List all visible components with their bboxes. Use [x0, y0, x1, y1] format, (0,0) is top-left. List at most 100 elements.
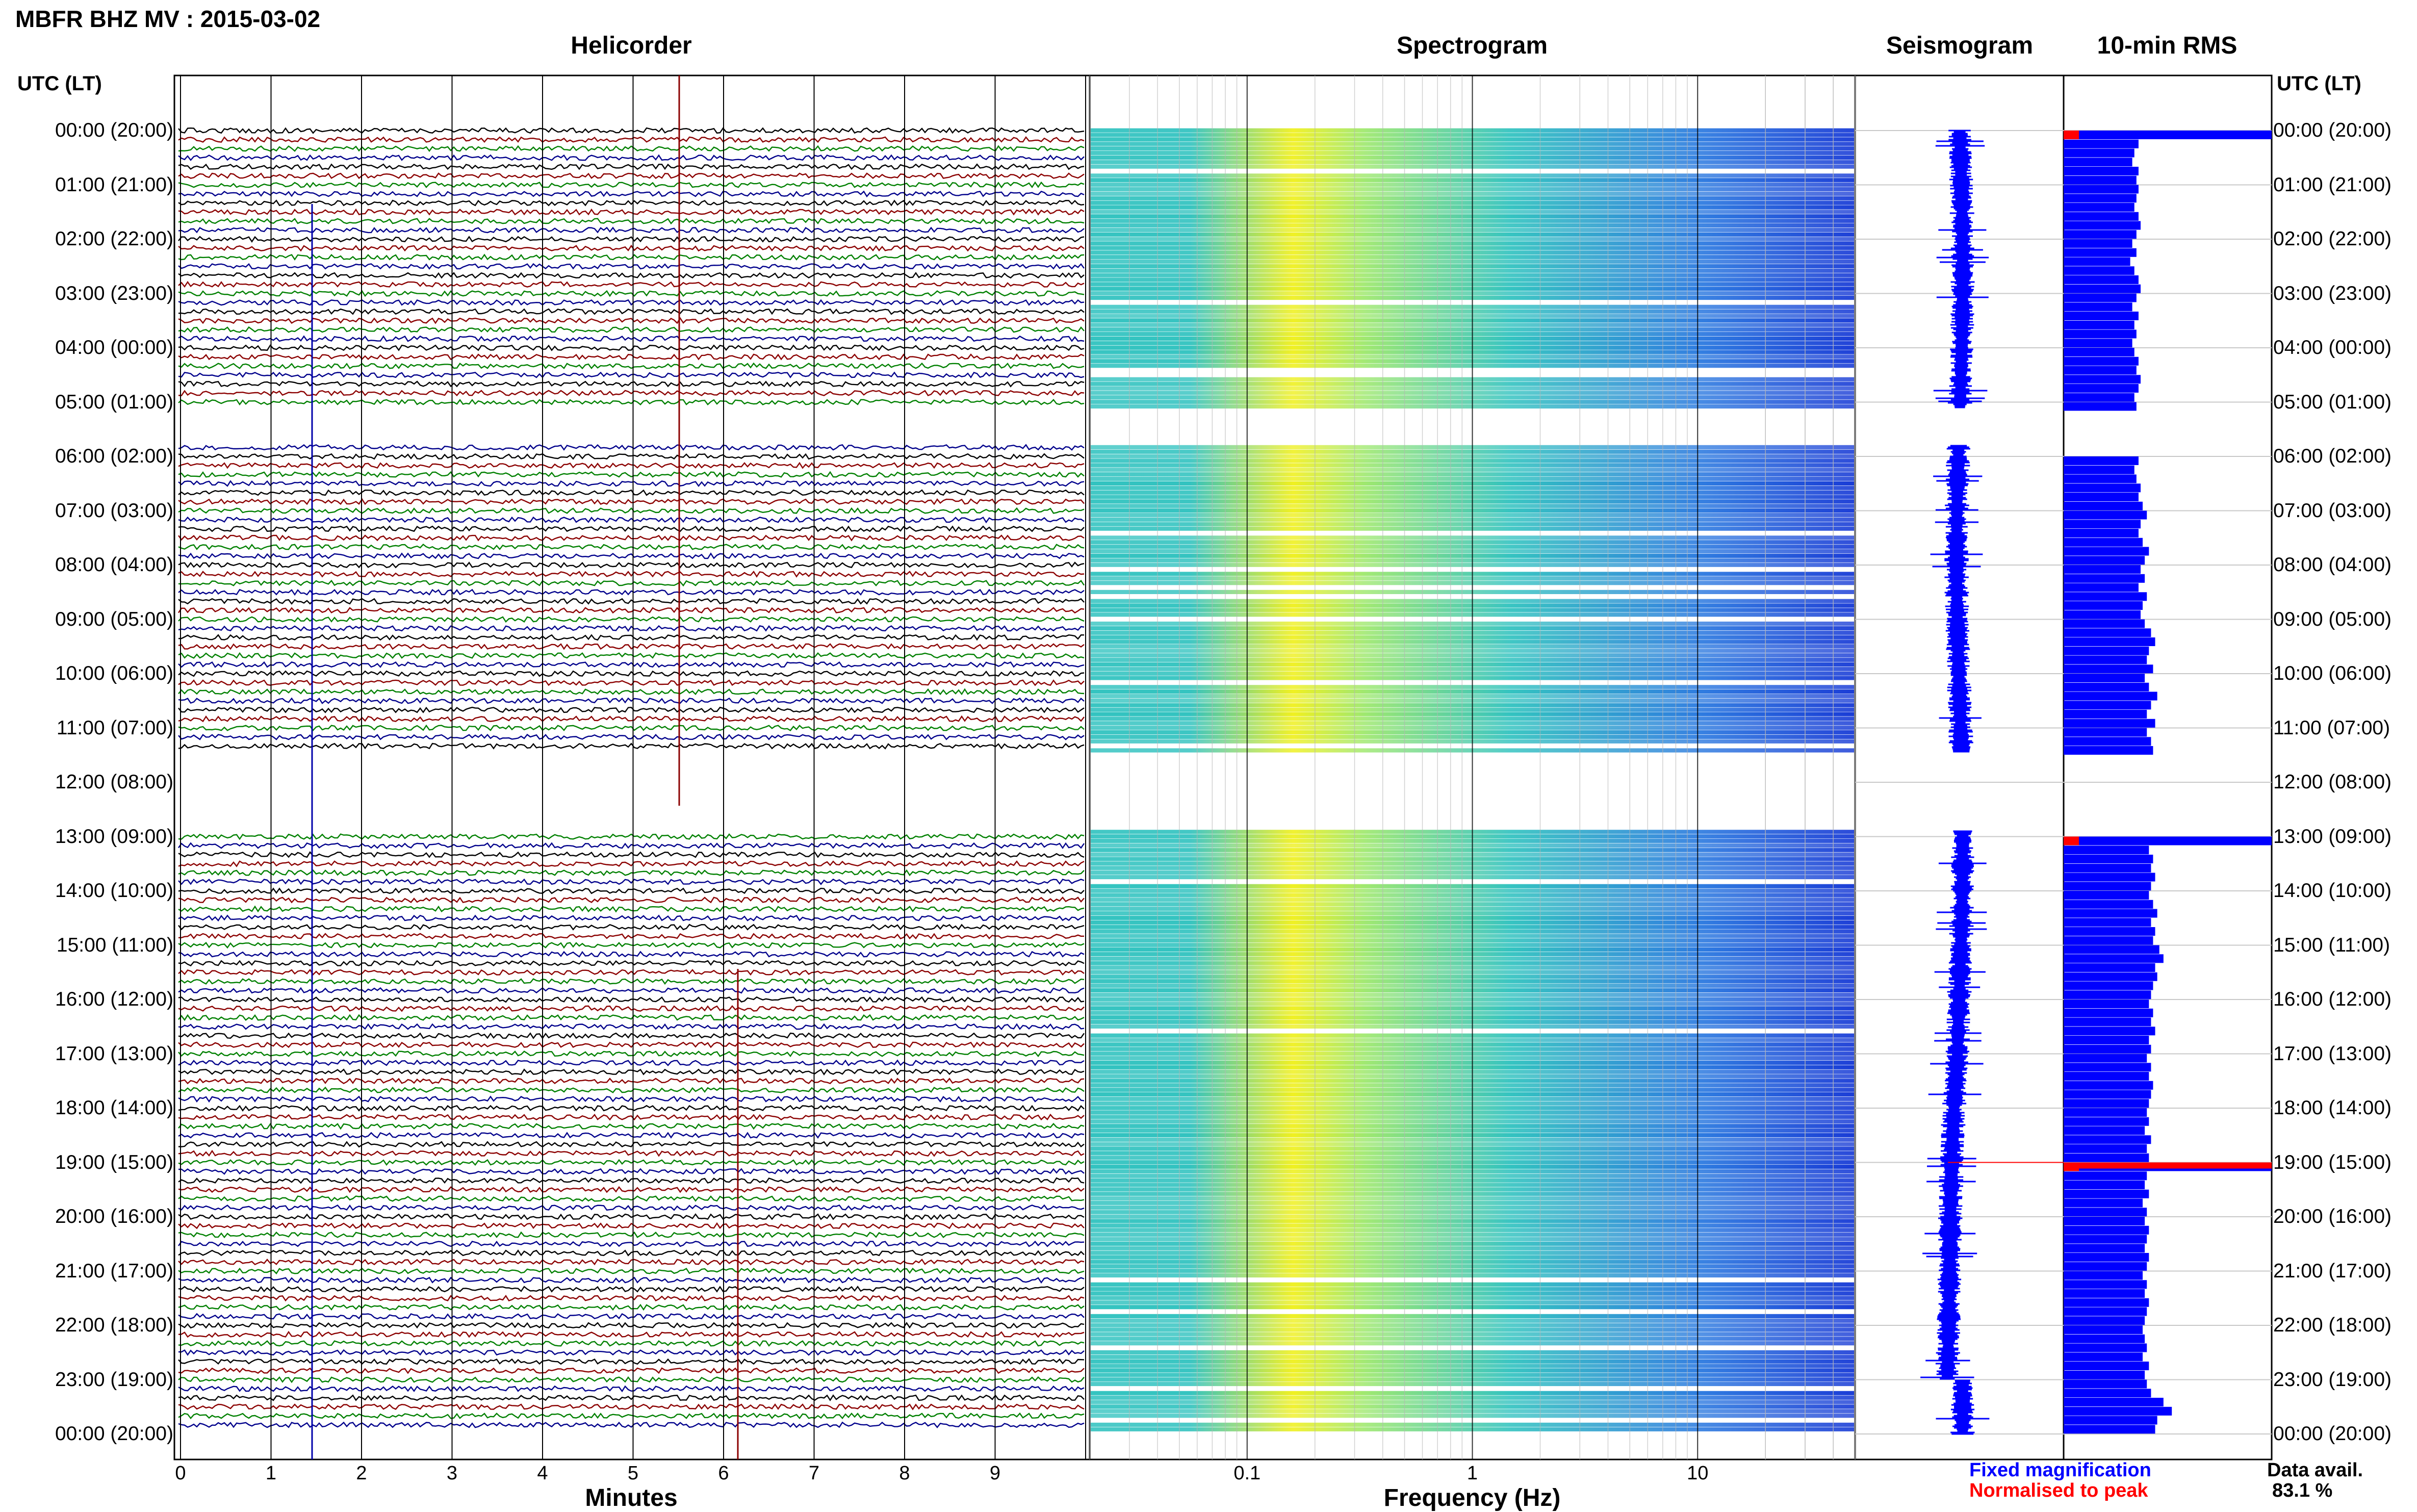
minute-tick-label: 5: [627, 1463, 639, 1484]
helicorder-trace: [178, 244, 1085, 252]
hour-label-left: 16:00 (12:00): [55, 988, 173, 1010]
rms-normalised-bar: [2064, 1162, 2272, 1169]
helicorder-trace: [178, 444, 1085, 451]
helicorder-trace: [178, 733, 1085, 740]
rms-bar: [2064, 465, 2135, 474]
legend-normalised-to-peak: Normalised to peak: [1969, 1480, 2148, 1501]
helicorder-trace: [178, 489, 1085, 496]
rms-bar: [2064, 737, 2151, 746]
rms-bar: [2064, 366, 2137, 375]
helicorder-trace: [178, 1041, 1085, 1048]
rms-bar: [2064, 1217, 2145, 1225]
rms-bar: [2064, 1189, 2149, 1198]
hour-label-right: 13:00 (09:00): [2273, 825, 2392, 848]
rms-bar: [2064, 990, 2151, 1000]
minute-tick-label: 0: [175, 1463, 186, 1484]
hour-label-left: 22:00 (18:00): [55, 1314, 173, 1336]
hour-label-left: 08:00 (04:00): [55, 554, 173, 576]
helicorder-trace: [178, 914, 1085, 922]
helicorder-trace: [178, 1159, 1085, 1166]
rms-bar: [2064, 257, 2130, 266]
helicorder-trace: [178, 670, 1085, 677]
helicorder-trace: [178, 453, 1085, 460]
helicorder-trace: [178, 163, 1085, 170]
rms-bar: [2064, 356, 2139, 366]
hour-label-right: 18:00 (14:00): [2273, 1097, 2392, 1119]
rms-bar: [2064, 501, 2143, 510]
hour-label-right: 09:00 (05:00): [2273, 608, 2392, 630]
helicorder-trace: [178, 924, 1085, 931]
helicorder-trace: [178, 226, 1085, 234]
helicorder-trace: [178, 634, 1084, 641]
helicorder-trace: [178, 1177, 1085, 1184]
rms-bar: [2064, 1307, 2147, 1316]
helicorder-trace: [178, 236, 1085, 243]
helicorder-trace: [178, 299, 1085, 306]
rms-bar: [2064, 185, 2139, 194]
helicorder-trace: [178, 1068, 1085, 1075]
legend-fixed-magnification: Fixed magnification: [1969, 1459, 2151, 1481]
helicorder-trace: [178, 643, 1085, 650]
helicorder-trace: [178, 905, 1085, 913]
rms-bar: [2064, 601, 2143, 610]
helicorder-trace: [178, 1113, 1085, 1121]
frequency-tick-label: 10: [1687, 1463, 1709, 1484]
hour-label-left: 00:00 (20:00): [55, 1423, 173, 1445]
hour-label-left: 13:00 (09:00): [55, 825, 173, 848]
rms-bar: [2064, 175, 2137, 185]
helicorder-trace: [178, 1303, 1085, 1311]
hour-label-left: 21:00 (17:00): [55, 1260, 173, 1282]
rms-bar: [2064, 1406, 2172, 1416]
helicorder-trace: [178, 1376, 1085, 1383]
helicorder-trace: [178, 1286, 1085, 1293]
helicorder-trace: [178, 951, 1085, 958]
helicorder-trace: [178, 1367, 1085, 1374]
rms-bar: [2064, 239, 2132, 248]
hour-label-left: 09:00 (05:00): [55, 608, 173, 630]
rms-bar: [2064, 1027, 2155, 1036]
helicorder-trace: [178, 941, 1085, 949]
helicorder-trace: [178, 507, 1085, 515]
rms-bar: [2064, 510, 2147, 520]
hour-label-right: 19:00 (15:00): [2273, 1151, 2392, 1173]
helicorder-trace: [178, 1349, 1085, 1356]
helicorder-trace: [178, 380, 1085, 388]
rms-bar: [2064, 1262, 2147, 1271]
utc-header-right: UTC (LT): [2277, 72, 2361, 95]
rms-bar: [2064, 266, 2135, 275]
rms-bar: [2064, 909, 2157, 918]
hour-label-left: 05:00 (01:00): [55, 391, 173, 413]
helicorder-trace: [178, 625, 1085, 632]
helicorder-trace: [178, 335, 1085, 342]
hour-label-right: 00:00 (20:00): [2273, 119, 2392, 141]
rms-bar: [2064, 1244, 2145, 1253]
rms-bar: [2064, 402, 2137, 411]
helicorder-trace: [178, 878, 1085, 885]
minute-tick-label: 8: [899, 1463, 910, 1484]
hour-label-right: 23:00 (19:00): [2273, 1368, 2392, 1391]
hour-label-right: 17:00 (13:00): [2273, 1042, 2392, 1065]
rms-bar: [2064, 537, 2143, 547]
rms-bar: [2064, 456, 2139, 465]
minute-tick-label: 9: [989, 1463, 1001, 1484]
helicorder-trace: [178, 588, 1085, 596]
rms-bars: [2064, 131, 2272, 1434]
helicorder-trace: [178, 1385, 1085, 1393]
hour-label-left: 10:00 (06:00): [55, 662, 173, 684]
rms-bar: [2064, 248, 2137, 257]
helicorder-trace: [178, 1249, 1085, 1257]
helicorder-trace: [178, 1340, 1085, 1347]
rms-bar: [2064, 221, 2141, 230]
rms-bar: [2064, 1135, 2151, 1144]
rms-bar: [2064, 1325, 2143, 1334]
rms-bar: [2064, 194, 2137, 203]
spectrogram-title: Spectrogram: [1396, 32, 1548, 59]
rms-bar: [2064, 619, 2145, 628]
rms-bar: [2064, 302, 2132, 312]
rms-bar: [2064, 1208, 2147, 1217]
helicorder-trace: [178, 1050, 1085, 1058]
rms-bar: [2064, 474, 2137, 483]
helicorder-trace: [178, 290, 1085, 297]
hour-label-left: 02:00 (22:00): [55, 228, 173, 250]
hour-label-right: 02:00 (22:00): [2273, 228, 2392, 250]
